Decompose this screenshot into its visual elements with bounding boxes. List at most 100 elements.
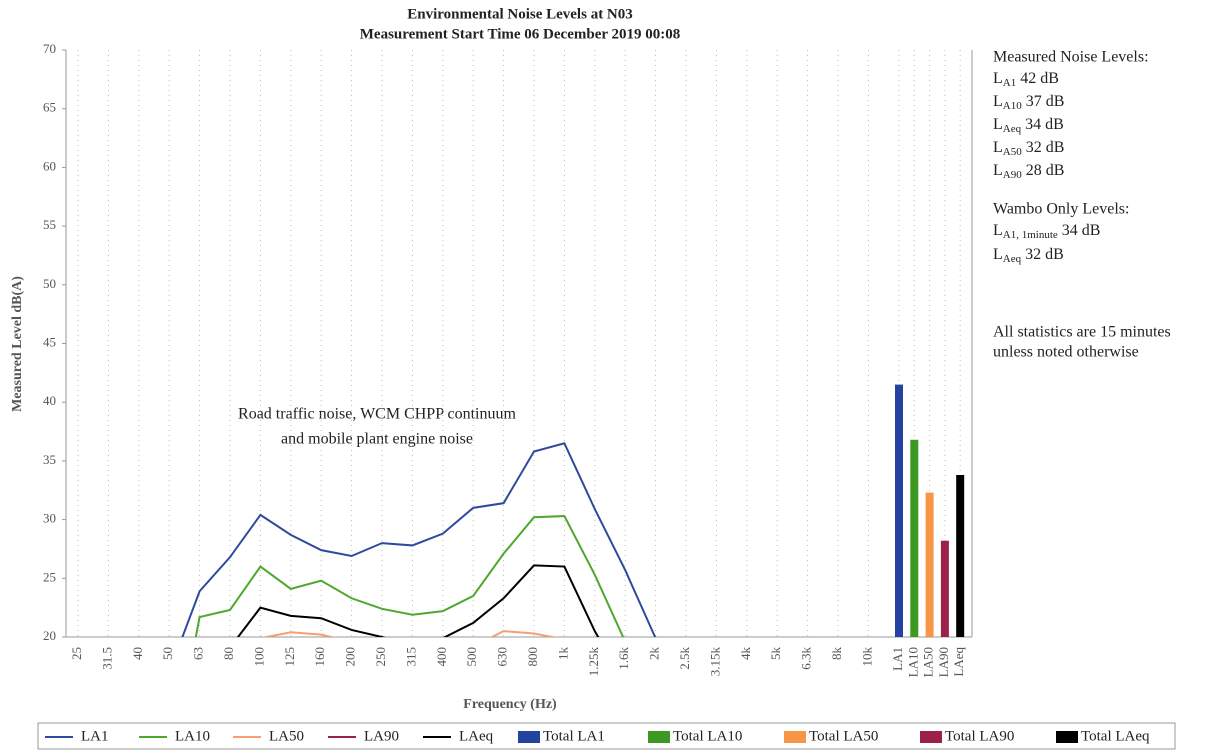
x-tick-label: 1k (555, 647, 570, 661)
legend-label: Total LA50 (809, 728, 878, 744)
x-tick-label: LA50 (921, 647, 936, 677)
symbol: L (993, 162, 1003, 179)
x-tick-label: 25 (69, 647, 84, 660)
subscript: A1 (1003, 77, 1016, 89)
note-item: LA1 42 dB (993, 70, 1059, 89)
legend-marker (920, 731, 942, 743)
line-series (236, 564, 600, 637)
y-tick-label: 60 (43, 158, 56, 173)
legend-label: Total LA1 (543, 728, 605, 744)
x-tick-label: 5k (768, 647, 783, 661)
bar (895, 384, 903, 637)
legend-marker (648, 731, 670, 743)
note: Wambo Only Levels: (993, 201, 1129, 218)
y-tick-label: 25 (43, 569, 56, 584)
y-axis-title: Measured Level dB(A) (10, 276, 25, 412)
x-tick-label: LA1 (890, 647, 905, 671)
x-tick-label: 100 (251, 647, 266, 667)
note: unless noted otherwise (993, 344, 1139, 361)
y-tick-label: 30 (43, 511, 56, 526)
x-tick-label: 63 (191, 647, 206, 660)
x-tick-label: 8k (829, 647, 844, 661)
x-tick-label: 2k (647, 647, 662, 661)
line-series (181, 442, 657, 637)
x-tick-label: 50 (160, 647, 175, 660)
y-tick-label: 35 (43, 452, 56, 467)
line-series (194, 515, 625, 637)
note: All statistics are 15 minutes (993, 324, 1171, 341)
legend-marker (1056, 731, 1078, 743)
symbol: L (993, 93, 1003, 110)
bar (940, 540, 949, 637)
subscript: A10 (1003, 100, 1022, 112)
x-tick-label: 200 (343, 647, 358, 667)
x-tick-label: 500 (464, 647, 479, 667)
x-tick-label: 3.15k (707, 647, 722, 677)
x-tick-label: LAeq (951, 647, 966, 677)
value: 37 dB (1026, 93, 1065, 110)
note-item: LAeq 32 dB (993, 246, 1064, 265)
annotation: Road traffic noise, WCM CHPP continuum (238, 406, 516, 423)
bar (910, 439, 919, 637)
subscript: A1, 1minute (1003, 229, 1058, 241)
legend-label: LA10 (175, 728, 210, 744)
symbol: L (993, 139, 1003, 156)
x-tick-label: 160 (312, 647, 327, 667)
legend-label: Total LA10 (673, 728, 742, 744)
value: 32 dB (1026, 139, 1065, 156)
note-item: LA50 32 dB (993, 139, 1064, 158)
y-tick-label: 40 (43, 393, 56, 408)
x-tick-label: 1.25k (586, 647, 601, 677)
y-tick-label: 70 (43, 41, 56, 56)
subscript: A50 (1003, 146, 1022, 158)
legend-label: LAeq (459, 728, 494, 744)
symbol: L (993, 222, 1003, 239)
note-item: LA1, 1minute 34 dB (993, 222, 1100, 241)
legend-label: LA90 (364, 728, 399, 744)
x-tick-label: 315 (403, 647, 418, 667)
chart-subtitle: Measurement Start Time 06 December 2019 … (360, 26, 681, 42)
note-item: LAeq 34 dB (993, 116, 1064, 135)
x-tick-label: 40 (130, 647, 145, 660)
note-item: LA10 37 dB (993, 93, 1064, 112)
subscript: A90 (1003, 169, 1022, 181)
legend-box (37, 722, 1176, 750)
chart-title: Environmental Noise Levels at N03 (407, 6, 633, 22)
legend-label: LA1 (81, 728, 109, 744)
x-tick-label: 400 (434, 647, 449, 667)
symbol: L (993, 116, 1003, 133)
bar (925, 492, 934, 637)
annotation: and mobile plant engine noise (281, 431, 473, 448)
legend-marker (518, 731, 540, 743)
x-tick-label: 250 (373, 647, 388, 667)
x-tick-label: LA10 (905, 647, 920, 677)
x-tick-label: 4k (738, 647, 753, 661)
y-tick-label: 55 (43, 217, 56, 232)
x-tick-label: LA90 (936, 647, 951, 677)
legend-label: LA50 (269, 728, 304, 744)
value: 34 dB (1025, 116, 1064, 133)
line-series (261, 630, 558, 637)
x-axis-title: Frequency (Hz) (463, 697, 557, 712)
x-tick-label: 10k (859, 647, 874, 667)
lines (181, 442, 657, 637)
y-tick-label: 50 (43, 276, 56, 291)
x-tick-label: 2.5k (677, 647, 692, 670)
legend-marker (784, 731, 806, 743)
symbol: L (993, 246, 1003, 263)
legend-label: Total LA90 (945, 728, 1014, 744)
value: 42 dB (1020, 70, 1059, 87)
y-tick-label: 45 (43, 334, 56, 349)
note-item: LA90 28 dB (993, 162, 1064, 181)
x-tick-label: 6.3k (799, 647, 814, 670)
x-tick-label: 630 (495, 647, 510, 667)
bar (956, 474, 965, 637)
x-tick-label: 1.6k (616, 647, 631, 670)
x-tick-label: 80 (221, 647, 236, 660)
subscript: Aeq (1003, 123, 1022, 135)
symbol: L (993, 70, 1003, 87)
x-tick-label: 31.5 (99, 647, 114, 670)
y-tick-label: 65 (43, 100, 56, 115)
value: 32 dB (1025, 246, 1064, 263)
